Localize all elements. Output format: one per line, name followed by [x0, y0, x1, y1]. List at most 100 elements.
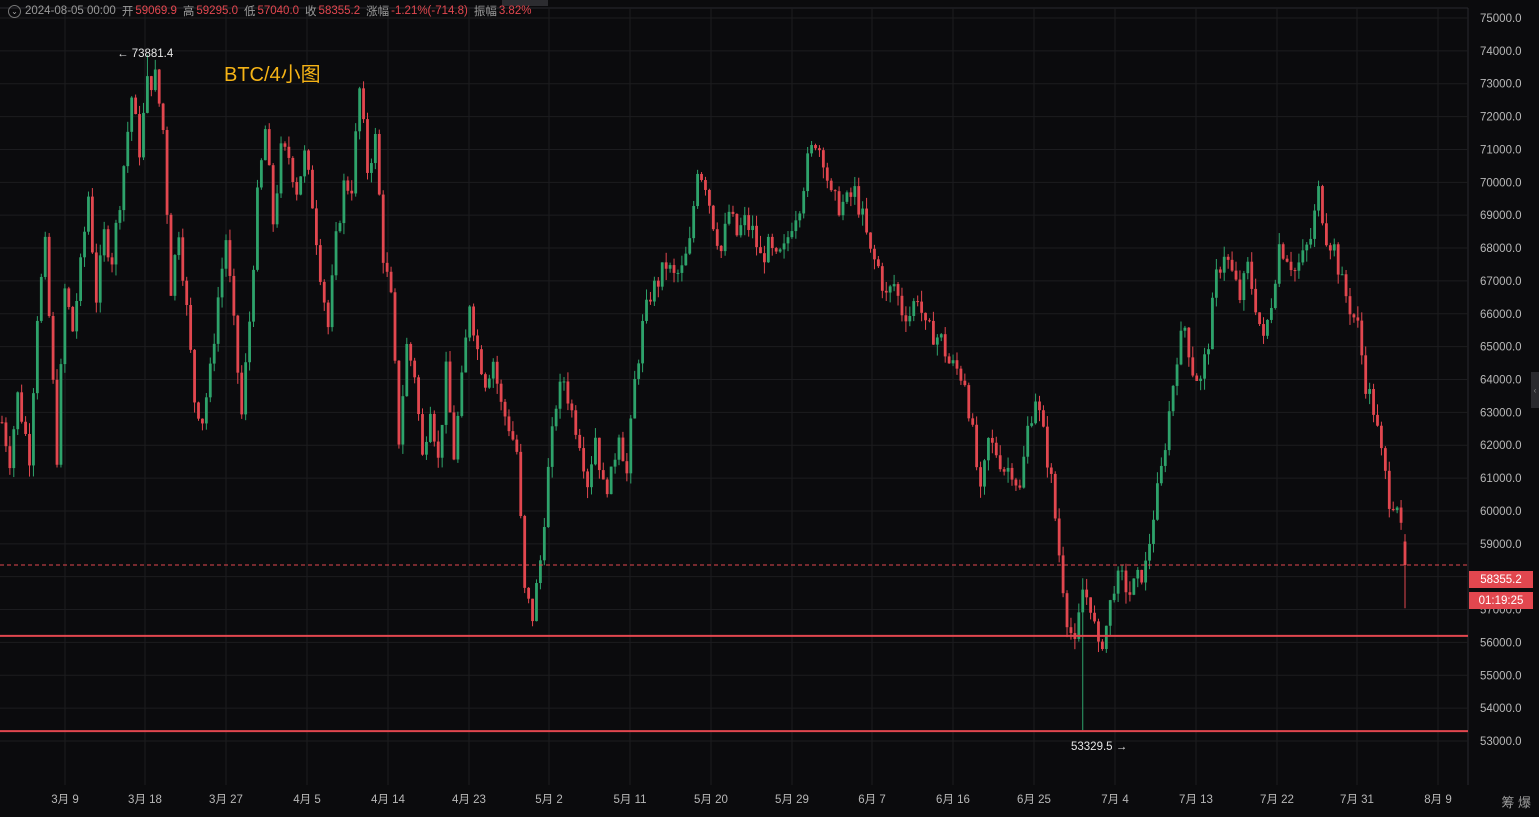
chip-distribution-icon[interactable]: 筹 [1501, 795, 1515, 810]
candle-body [597, 437, 601, 471]
candle-body [342, 180, 346, 224]
candle-body [527, 587, 531, 599]
candle-body [275, 193, 279, 225]
candle-body [1305, 244, 1309, 251]
candle-body [314, 208, 318, 246]
candle-body [943, 334, 947, 357]
bottom-right-icons: 筹 爆 [1501, 792, 1531, 811]
candle-body [1309, 238, 1313, 245]
y-tick-label: 64000.0 [1480, 375, 1522, 387]
candle-body [1112, 593, 1116, 601]
candle-body [1030, 423, 1034, 426]
candle-body [83, 231, 86, 258]
candle-body [303, 150, 307, 177]
candle-body [487, 378, 491, 388]
candle-body [1199, 378, 1203, 381]
candle-body [876, 259, 880, 267]
candle-body [515, 439, 519, 452]
candle-body [1246, 261, 1250, 274]
x-tick-label: 6月 16 [936, 794, 970, 806]
candle-body [1203, 354, 1206, 379]
y-tick-label: 63000.0 [1480, 407, 1522, 419]
top-drag-tab[interactable] [502, 0, 548, 6]
candle-body [825, 167, 829, 181]
y-tick-label: 66000.0 [1480, 309, 1522, 321]
candle-body [696, 173, 700, 207]
y-tick-label: 53000.0 [1480, 736, 1522, 748]
candle-body [932, 320, 935, 345]
candle-body [499, 383, 503, 402]
candle-body [1277, 244, 1281, 284]
candle-body [55, 379, 59, 465]
candle-body [1293, 270, 1297, 272]
candle-body [684, 253, 688, 266]
candle-body [405, 344, 409, 397]
candle-body [193, 349, 196, 403]
x-tick-label: 5月 11 [613, 794, 646, 806]
candle-body [118, 210, 122, 223]
candle-body [790, 231, 794, 238]
candle-body [189, 304, 193, 350]
candle-body [1120, 570, 1124, 572]
candle-body [586, 471, 589, 488]
candle-body [224, 240, 228, 269]
x-tick-label: 7月 4 [1101, 794, 1129, 806]
candle-body [1140, 569, 1144, 583]
chart-grid [0, 7, 1469, 785]
candle-body [562, 381, 566, 383]
candle-body [1340, 274, 1344, 276]
candle-body [633, 378, 637, 419]
countdown-badge: 01:19:25 [1469, 592, 1533, 609]
candle-body [1360, 320, 1364, 356]
liquidation-icon[interactable]: 爆 [1517, 795, 1531, 810]
candle-body [951, 360, 955, 364]
candle-body [110, 257, 114, 265]
candle-body [1395, 507, 1399, 511]
y-tick-label: 67000.0 [1480, 276, 1522, 288]
candle-body [252, 269, 255, 322]
candle-body [1207, 349, 1210, 355]
candle-body [857, 186, 861, 215]
candle-body [821, 150, 825, 168]
candle-body [1116, 570, 1120, 594]
candle-body [51, 315, 55, 380]
candle-body [896, 284, 900, 296]
candle-body [212, 343, 216, 364]
candle-body [354, 131, 358, 194]
candle-body [1022, 456, 1026, 488]
candle-body [888, 286, 892, 293]
candle-body [1321, 186, 1324, 224]
candle-body [204, 397, 208, 424]
candle-body [67, 288, 71, 307]
chevron-left-icon[interactable]: ‹ [1531, 372, 1539, 408]
candle-body [1364, 355, 1368, 394]
candle-body [782, 243, 786, 250]
candle-body [373, 134, 377, 164]
candle-body [94, 252, 98, 303]
candle-body [114, 222, 118, 265]
candle-body [318, 245, 322, 282]
candle-body [259, 160, 263, 188]
candle-body [1144, 560, 1148, 583]
candle-body [409, 344, 413, 361]
candle-body [723, 223, 727, 252]
candle-body [377, 134, 381, 195]
candle-body [169, 214, 173, 296]
price-axis[interactable]: 75000.0 74000.0 73000.0 72000.0 71000.0 70000… [1480, 13, 1522, 748]
candle-body [990, 437, 994, 443]
candle-body [1254, 288, 1258, 313]
candle-body [1167, 411, 1171, 451]
candle-body [295, 182, 299, 195]
candle-body [476, 335, 479, 350]
time-axis[interactable]: 3月 9 3月 18 3月 27 4月 5 4月 14 4月 23 5月 2 5月 11 5月 … [51, 794, 1452, 806]
candle-body [829, 180, 833, 191]
candle-body [711, 205, 715, 230]
candle-body [1250, 261, 1254, 289]
chevron-down-icon[interactable]: ⌄ [8, 4, 21, 18]
candle-body [472, 306, 475, 336]
amplitude-label: 振幅 [473, 6, 497, 18]
candle-body [641, 320, 644, 364]
y-tick-label: 55000.0 [1480, 670, 1522, 682]
candle-body [523, 516, 527, 588]
